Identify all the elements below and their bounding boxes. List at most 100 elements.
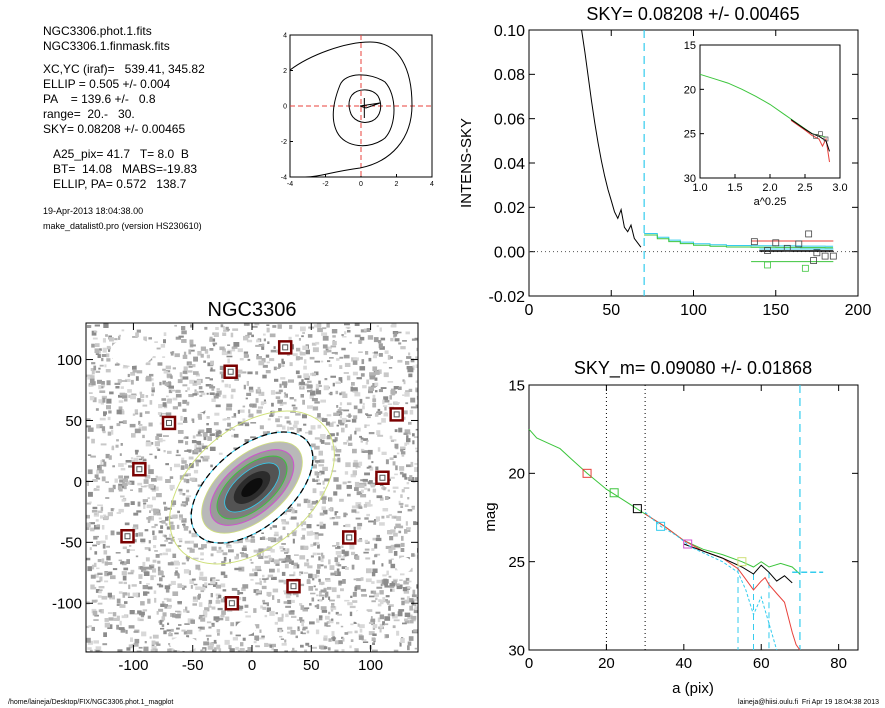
image-noise xyxy=(180,465,185,470)
image-noise xyxy=(200,392,206,396)
image-noise xyxy=(404,529,408,534)
image-noise xyxy=(235,646,239,650)
image-noise xyxy=(391,323,397,328)
info-param: range= 20.- 30. xyxy=(43,107,135,121)
image-noise xyxy=(133,631,139,633)
inset-ytick-label: 25 xyxy=(684,129,696,141)
image-noise xyxy=(400,494,403,498)
image-noise xyxy=(97,379,102,384)
image-noise xyxy=(378,343,383,349)
image-noise xyxy=(325,615,330,620)
mag-ytick-label: 20 xyxy=(508,466,525,483)
image-noise xyxy=(106,555,111,561)
image-noise xyxy=(259,578,262,581)
image-noise xyxy=(235,634,241,637)
image-noise xyxy=(285,613,289,618)
image-noise xyxy=(302,608,308,612)
image-noise xyxy=(372,568,378,573)
image-noise xyxy=(389,583,396,587)
image-noise xyxy=(152,568,157,573)
image-noise xyxy=(388,575,392,578)
image-noise xyxy=(348,436,352,441)
image-noise xyxy=(215,619,220,621)
image-noise xyxy=(117,379,122,384)
image-noise xyxy=(401,600,405,606)
image-noise xyxy=(97,602,103,605)
image-noise xyxy=(191,440,197,444)
sky-step-cyan xyxy=(644,233,834,247)
image-noise xyxy=(354,586,358,592)
image-noise xyxy=(349,611,353,617)
image-noise xyxy=(255,637,259,641)
image-noise xyxy=(151,640,156,645)
image-noise xyxy=(86,425,91,428)
image-noise xyxy=(203,436,207,441)
image-noise xyxy=(87,640,93,645)
image-noise xyxy=(164,604,168,609)
image-noise xyxy=(289,397,294,400)
image-noise xyxy=(87,469,93,475)
image-noise xyxy=(253,549,260,553)
image-noise xyxy=(322,335,329,341)
image-noise xyxy=(194,444,198,450)
image-noise xyxy=(281,543,286,545)
image-noise xyxy=(214,412,220,416)
image-noise xyxy=(149,636,152,639)
image-noise xyxy=(99,576,103,582)
image-noise xyxy=(231,346,238,349)
image-noise xyxy=(399,466,405,471)
image-noise xyxy=(404,391,410,397)
image-noise xyxy=(187,387,190,391)
image-noise xyxy=(105,453,110,459)
image-noise xyxy=(138,488,143,493)
image-noise xyxy=(223,574,228,578)
image-noise xyxy=(373,590,377,595)
image-noise xyxy=(151,387,155,393)
image-noise xyxy=(188,362,191,366)
image-noise xyxy=(353,357,359,361)
image-noise xyxy=(324,565,327,569)
image-noise xyxy=(388,559,392,564)
contour-ytick-label: -4 xyxy=(281,175,287,182)
image-noise xyxy=(275,396,281,399)
image-noise xyxy=(413,608,418,614)
image-noise xyxy=(353,459,358,464)
image-noise xyxy=(169,533,172,537)
image-noise xyxy=(372,355,377,359)
image-noise xyxy=(294,562,299,567)
image-noise xyxy=(301,335,304,338)
image-noise xyxy=(166,629,172,632)
image-noise xyxy=(282,526,286,530)
image-noise xyxy=(386,515,390,519)
sky-sample-box xyxy=(375,470,390,486)
image-noise xyxy=(124,601,128,604)
image-noise xyxy=(157,560,161,564)
sky-ytick-label: 0.06 xyxy=(494,111,525,128)
image-noise xyxy=(165,365,171,370)
sky-box-marker xyxy=(805,230,813,238)
image-noise xyxy=(374,377,378,381)
image-noise xyxy=(309,394,314,399)
image-noise xyxy=(394,429,398,433)
image-noise xyxy=(347,631,353,634)
image-noise xyxy=(347,493,351,497)
image-noise xyxy=(224,418,231,420)
sky-box-marker xyxy=(764,261,771,269)
image-noise xyxy=(214,647,217,651)
image-noise xyxy=(130,372,136,376)
image-noise xyxy=(174,560,179,566)
image-noise xyxy=(209,384,214,389)
image-noise xyxy=(362,478,368,482)
image-noise xyxy=(349,341,352,344)
image-noise xyxy=(327,434,333,437)
image-noise xyxy=(91,381,96,386)
image-noise xyxy=(261,391,265,396)
image-noise xyxy=(122,366,129,369)
image-noise xyxy=(333,477,339,482)
image-noise xyxy=(123,363,126,368)
image-noise xyxy=(302,345,308,350)
image-noise xyxy=(262,374,267,379)
image-noise xyxy=(406,482,410,485)
image-noise xyxy=(295,635,298,639)
image-noise xyxy=(333,412,339,416)
